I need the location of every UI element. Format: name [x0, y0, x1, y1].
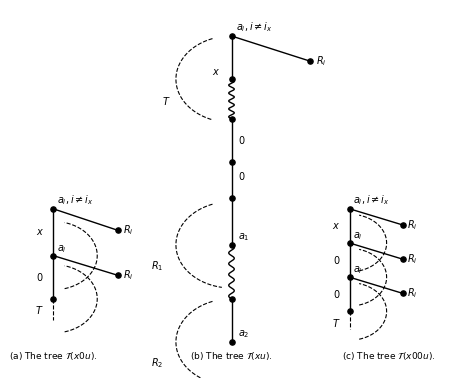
Point	[228, 296, 235, 302]
Point	[228, 195, 235, 201]
Text: $R_i$: $R_i$	[407, 218, 418, 232]
Text: $0$: $0$	[37, 271, 44, 283]
Text: $a_i$: $a_i$	[353, 230, 363, 242]
Text: $R_2$: $R_2$	[151, 357, 163, 370]
Text: $R_i$: $R_i$	[407, 287, 418, 300]
Text: (a) The tree $\mathcal{T}(x0u)$.: (a) The tree $\mathcal{T}(x0u)$.	[9, 350, 97, 363]
Point	[50, 206, 57, 212]
Text: $0$: $0$	[238, 135, 246, 146]
Text: $a_i, i \neq i_x$: $a_i, i \neq i_x$	[236, 20, 273, 34]
Text: $a_i$: $a_i$	[57, 243, 67, 254]
Point	[50, 296, 57, 302]
Text: $a_i, i \neq i_x$: $a_i, i \neq i_x$	[353, 193, 390, 207]
Text: $R_i$: $R_i$	[123, 223, 133, 237]
Text: $R_i$: $R_i$	[123, 268, 133, 282]
Point	[228, 159, 235, 165]
Text: $0$: $0$	[333, 288, 340, 300]
Text: $x$: $x$	[332, 221, 340, 231]
Text: $0$: $0$	[333, 254, 340, 266]
Point	[346, 274, 353, 280]
Text: (b) The tree $\mathcal{T}(xu)$.: (b) The tree $\mathcal{T}(xu)$.	[190, 350, 273, 363]
Point	[228, 116, 235, 122]
Text: $T$: $T$	[332, 317, 340, 329]
Text: $a_i$: $a_i$	[353, 264, 363, 276]
Text: $R_i$: $R_i$	[316, 54, 326, 68]
Point	[228, 339, 235, 345]
Point	[114, 273, 122, 279]
Text: $x$: $x$	[36, 227, 44, 237]
Point	[346, 308, 353, 314]
Text: $T$: $T$	[35, 304, 44, 316]
Point	[114, 228, 122, 234]
Text: $a_1$: $a_1$	[238, 231, 250, 243]
Point	[399, 256, 407, 262]
Text: $a_2$: $a_2$	[238, 328, 250, 340]
Point	[346, 206, 353, 212]
Point	[307, 58, 314, 64]
Text: $R_1$: $R_1$	[151, 260, 163, 273]
Point	[228, 33, 235, 39]
Text: $x$: $x$	[212, 67, 220, 77]
Point	[346, 240, 353, 246]
Text: $0$: $0$	[238, 170, 246, 183]
Text: $R_i$: $R_i$	[407, 252, 418, 266]
Text: (c) The tree $\mathcal{T}(x00u)$.: (c) The tree $\mathcal{T}(x00u)$.	[342, 350, 436, 363]
Point	[228, 76, 235, 82]
Point	[50, 253, 57, 259]
Point	[228, 242, 235, 248]
Text: $a_i, i \neq i_x$: $a_i, i \neq i_x$	[57, 193, 94, 207]
Point	[399, 290, 407, 296]
Text: $T$: $T$	[163, 95, 171, 107]
Point	[399, 222, 407, 228]
